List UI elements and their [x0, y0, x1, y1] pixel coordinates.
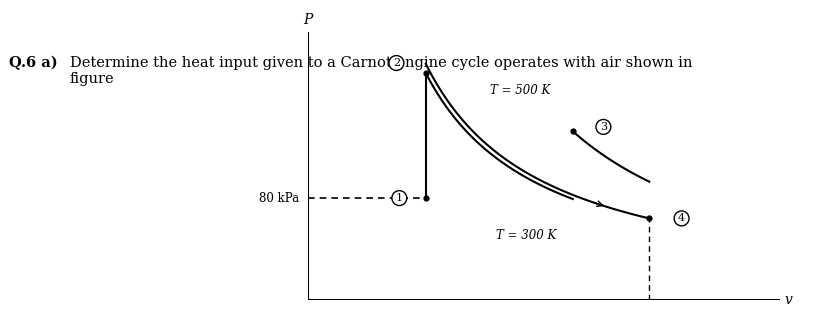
Text: v: v: [785, 293, 792, 307]
Text: T = 500 K: T = 500 K: [491, 84, 551, 97]
Text: 1: 1: [396, 193, 403, 203]
Text: Q.6 a): Q.6 a): [9, 56, 58, 70]
Text: 2: 2: [393, 58, 400, 68]
Text: 3: 3: [600, 122, 607, 132]
Text: 80 kPa: 80 kPa: [259, 192, 299, 205]
Text: Determine the heat input given to a Carnot engine cycle operates with air shown : Determine the heat input given to a Carn…: [70, 56, 692, 86]
Text: 4: 4: [678, 214, 686, 223]
Text: T = 300 K: T = 300 K: [496, 229, 556, 242]
Text: P: P: [303, 13, 313, 27]
